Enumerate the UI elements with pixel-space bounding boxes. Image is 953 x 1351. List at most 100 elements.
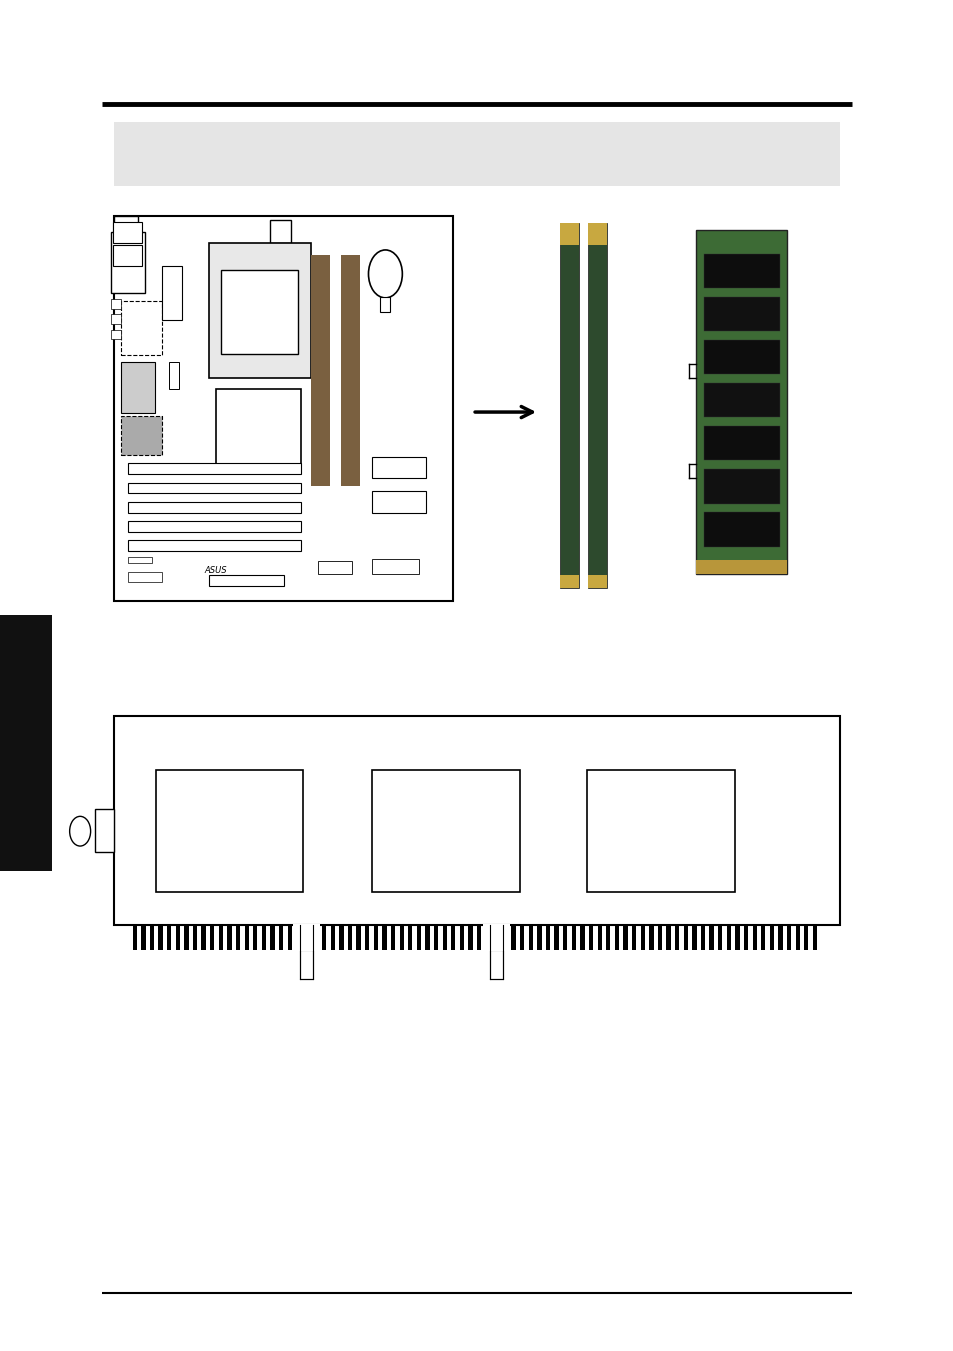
Bar bbox=[703, 469, 779, 504]
Bar bbox=[812, 925, 816, 950]
Bar bbox=[169, 362, 178, 389]
Bar bbox=[579, 925, 584, 950]
Bar bbox=[158, 925, 163, 950]
Bar bbox=[528, 925, 533, 950]
Bar bbox=[121, 301, 162, 355]
Bar bbox=[221, 270, 297, 354]
Bar bbox=[311, 254, 329, 486]
Bar bbox=[215, 389, 300, 466]
Bar bbox=[128, 482, 300, 493]
Bar bbox=[459, 925, 463, 950]
Bar bbox=[244, 925, 249, 950]
Bar bbox=[167, 925, 172, 950]
Bar bbox=[639, 925, 644, 950]
Bar bbox=[554, 925, 558, 950]
Bar bbox=[537, 925, 541, 950]
Bar bbox=[703, 297, 779, 331]
Bar bbox=[114, 216, 138, 243]
Bar bbox=[331, 925, 335, 950]
Bar bbox=[365, 925, 369, 950]
Bar bbox=[372, 492, 426, 512]
Bar bbox=[622, 925, 627, 950]
Bar bbox=[155, 770, 303, 892]
Bar bbox=[703, 426, 779, 461]
Bar bbox=[162, 266, 182, 320]
Bar bbox=[382, 925, 386, 950]
Bar bbox=[193, 925, 197, 950]
Bar bbox=[803, 925, 807, 950]
Bar bbox=[559, 223, 578, 588]
Bar bbox=[399, 925, 403, 950]
Bar bbox=[356, 925, 360, 950]
Bar bbox=[511, 925, 516, 950]
Bar bbox=[261, 925, 266, 950]
Bar bbox=[476, 925, 481, 950]
Bar bbox=[490, 950, 503, 979]
Bar bbox=[692, 925, 696, 950]
Bar bbox=[227, 925, 232, 950]
Bar bbox=[299, 950, 313, 979]
Bar bbox=[795, 925, 799, 950]
Bar bbox=[658, 925, 661, 950]
Bar bbox=[709, 925, 713, 950]
Bar bbox=[253, 925, 257, 950]
Bar bbox=[587, 223, 606, 588]
Bar bbox=[675, 925, 679, 950]
Bar bbox=[175, 925, 180, 950]
Bar bbox=[743, 925, 747, 950]
Bar bbox=[587, 574, 606, 588]
Bar bbox=[201, 925, 206, 950]
Bar bbox=[451, 925, 455, 950]
Bar bbox=[141, 925, 146, 950]
Bar bbox=[614, 925, 618, 950]
Bar bbox=[95, 809, 114, 852]
Bar bbox=[769, 925, 773, 950]
Bar bbox=[587, 223, 606, 245]
Bar bbox=[317, 561, 351, 574]
Bar bbox=[519, 925, 524, 950]
Bar bbox=[128, 521, 300, 532]
Bar bbox=[235, 925, 240, 950]
Bar bbox=[703, 512, 779, 547]
Bar bbox=[483, 924, 510, 951]
Bar bbox=[114, 122, 839, 186]
Bar bbox=[374, 925, 377, 950]
Bar bbox=[314, 925, 317, 950]
Bar bbox=[150, 925, 154, 950]
Bar bbox=[703, 254, 779, 288]
Bar bbox=[597, 925, 601, 950]
Bar bbox=[114, 716, 839, 925]
Bar bbox=[648, 925, 653, 950]
Bar bbox=[128, 557, 152, 563]
Text: ASUS: ASUS bbox=[205, 566, 227, 576]
Bar bbox=[778, 925, 781, 950]
Bar bbox=[442, 925, 446, 950]
Bar bbox=[588, 925, 593, 950]
Bar bbox=[209, 243, 311, 378]
Bar bbox=[341, 254, 359, 486]
Bar bbox=[700, 925, 704, 950]
Bar bbox=[683, 925, 687, 950]
Bar bbox=[295, 925, 300, 950]
Bar bbox=[752, 925, 756, 950]
Bar bbox=[111, 231, 145, 293]
Bar bbox=[666, 925, 670, 950]
Bar bbox=[218, 925, 223, 950]
Bar bbox=[270, 925, 274, 950]
Bar bbox=[0, 615, 52, 871]
Bar bbox=[322, 925, 326, 950]
Bar bbox=[380, 297, 390, 312]
Bar bbox=[545, 925, 550, 950]
Bar bbox=[571, 925, 576, 950]
Bar bbox=[128, 540, 300, 551]
Bar bbox=[270, 220, 291, 243]
Bar bbox=[128, 501, 300, 512]
Bar bbox=[372, 559, 419, 574]
Bar bbox=[735, 925, 739, 950]
Bar bbox=[703, 340, 779, 374]
Bar bbox=[696, 230, 786, 574]
Bar bbox=[210, 925, 214, 950]
Bar bbox=[703, 382, 779, 417]
Bar bbox=[559, 223, 578, 245]
Bar bbox=[293, 924, 319, 951]
